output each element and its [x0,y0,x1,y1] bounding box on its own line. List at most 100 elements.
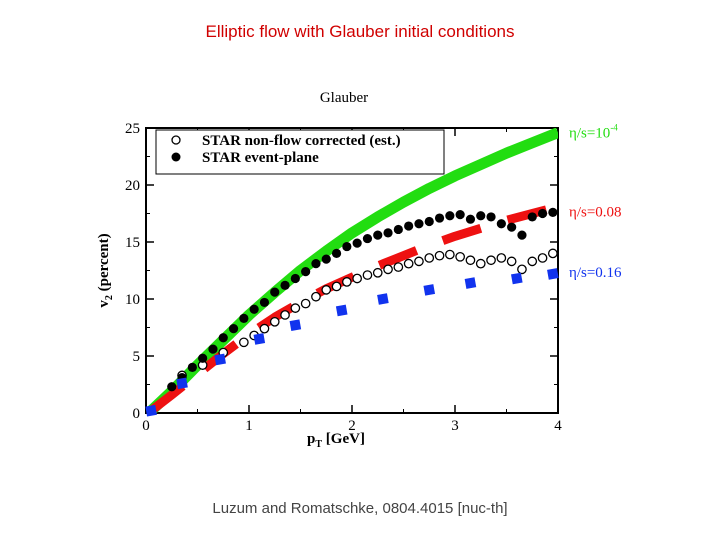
data-point-filled-circle [259,297,270,308]
y-tick-label: 20 [125,178,140,194]
data-point-open-circle [517,264,527,275]
data-point-open-circle [290,303,301,313]
data-point-filled-circle [249,304,259,314]
data-point-filled-circle [342,241,352,252]
data-point-filled-circle [486,212,496,222]
data-point-open-circle [444,249,455,260]
data-point-filled-circle [414,219,424,229]
data-point-blue-square [214,353,226,366]
data-point-filled-circle [352,238,362,248]
data-point-filled-circle [270,287,280,297]
legend-marker-filled-circle [171,152,181,162]
data-point-open-circle [403,258,414,269]
data-point-filled-circle [228,324,239,334]
data-point-blue-square [547,268,559,280]
data-point-open-circle [465,255,476,266]
y-tick-label: 10 [125,292,140,308]
data-point-filled-circle [424,216,434,227]
data-point-open-circle [300,298,311,309]
data-point-open-circle [383,264,393,275]
x-tick-label: 4 [554,418,562,434]
x-tick-label: 2 [348,418,356,434]
data-point-blue-square [289,319,302,332]
legend-label: STAR event-plane [202,150,319,166]
data-point-filled-circle [311,259,321,269]
data-point-filled-circle [527,212,537,222]
data-point-filled-circle [218,333,228,343]
data-point-filled-circle [383,228,393,238]
data-point-filled-circle [455,210,465,220]
data-point-filled-circle [198,353,208,363]
data-point-filled-circle [290,273,300,284]
data-point-filled-circle [465,214,476,224]
data-point-open-circle [280,310,290,320]
data-point-blue-square [176,377,188,390]
data-point-open-circle [547,248,558,259]
data-point-open-circle [537,253,548,263]
data-point-open-circle [393,262,404,272]
data-point-open-circle [259,323,270,334]
data-point-filled-circle [187,362,197,372]
legend-marker-open-circle [171,135,181,145]
data-point-blue-square [423,284,436,296]
citation-caption: Luzum and Romatschke, 0804.4015 [nuc-th] [212,500,508,517]
data-point-filled-circle [321,254,331,264]
data-point-open-circle [321,285,332,295]
data-point-blue-square [335,304,348,317]
y-tick-label: 25 [125,121,140,137]
y-axis-label: v2 (percent) [96,233,115,307]
legend-box [155,129,445,175]
data-point-blue-square [511,272,523,285]
data-point-blue-square [145,404,157,417]
data-point-filled-circle [537,208,548,219]
data-point-filled-circle [331,248,342,258]
data-point-blue-square [464,277,477,289]
data-point-filled-circle [239,313,249,323]
data-point-filled-circle [496,219,506,229]
data-point-filled-circle [208,344,218,354]
data-point-filled-circle [362,233,373,244]
data-point-open-circle [506,256,517,267]
plot-area: 0 1 2 3 4 0 5 10 15 20 25 Glauber pT [GeV] v2 (percen… [96,90,622,450]
data-point-filled-circle [280,280,290,290]
x-axis-label: pT [GeV] [307,431,365,450]
data-point-filled-circle [434,213,445,223]
x-tick-label: 3 [451,418,459,434]
data-point-filled-circle [445,211,455,221]
data-point-open-circle [311,291,321,302]
data-point-filled-circle [548,207,558,217]
curve-label: η/s=10-4 [569,123,618,142]
x-tick-label: 1 [245,418,253,434]
x-tick-label: 0 [142,418,150,434]
chart-title: Glauber [320,90,368,106]
data-point-filled-circle [167,382,177,392]
data-point-open-circle [331,281,342,292]
data-point-open-circle [414,256,424,267]
data-point-open-circle [239,337,249,348]
data-point-blue-square [253,333,266,345]
data-point-open-circle [455,251,465,262]
data-point-open-circle [372,267,383,278]
y-tick-label: 5 [133,349,141,365]
curve-label: η/s=0.08 [569,204,622,220]
data-point-filled-circle [476,211,486,221]
data-point-open-circle [352,273,362,284]
y-tick-label: 15 [125,235,140,251]
data-point-filled-circle [507,222,517,232]
data-point-open-circle [424,253,435,263]
data-point-filled-circle [301,267,311,277]
data-point-filled-circle [517,230,527,240]
data-point-open-circle [269,316,280,327]
data-point-open-circle [341,277,352,287]
data-point-open-circle [362,270,373,280]
data-point-open-circle [496,253,507,263]
series-curve-3 [148,202,558,413]
data-point-filled-circle [373,230,383,240]
data-point-filled-circle [393,224,403,235]
y-tick-label: 0 [133,406,141,422]
slide-title: Elliptic flow with Glauber initial condi… [205,22,515,41]
data-point-open-circle [434,250,445,261]
data-point-blue-square [377,293,389,305]
curve-label: η/s=0.16 [569,265,622,281]
